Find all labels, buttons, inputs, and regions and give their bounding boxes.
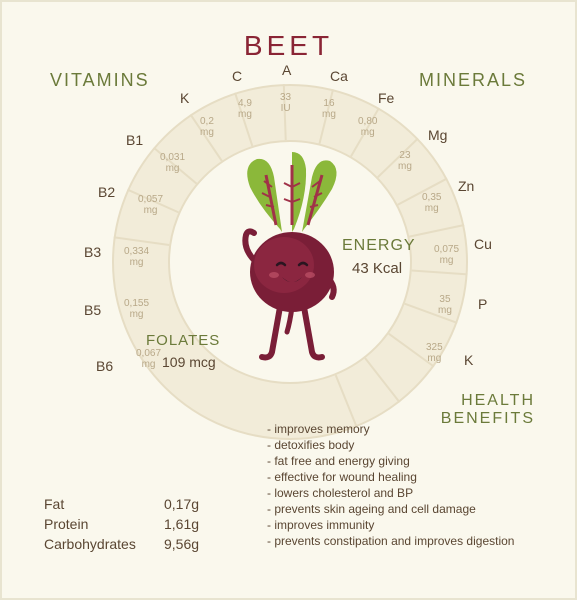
nutrient-label: Ca	[330, 68, 348, 84]
macro-name: Carbohydrates	[44, 536, 164, 552]
minerals-label: MINERALS	[419, 70, 527, 91]
nutrient-amount: 33IU	[280, 92, 291, 114]
nutrient-amount: 16mg	[322, 98, 336, 120]
nutrient-amount: 0,031mg	[160, 152, 185, 174]
nutrient-label: B3	[84, 244, 101, 260]
nutrient-amount: 0,067mg	[136, 348, 161, 370]
nutrient-amount: 0,334mg	[124, 246, 149, 268]
energy-value: 43 Kcal	[352, 260, 402, 277]
benefit-item: - prevents skin ageing and cell damage	[267, 502, 537, 516]
beet-leg-left	[262, 307, 280, 357]
nutrient-label: B2	[98, 184, 115, 200]
macro-row: Fat0,17g	[44, 496, 199, 512]
macro-value: 9,56g	[164, 536, 199, 552]
nutrient-label: B5	[84, 302, 101, 318]
folates-label: FOLATES	[146, 332, 220, 349]
benefit-item: - improves memory	[267, 422, 537, 436]
beet-leg-right	[304, 307, 322, 357]
nutrient-label: P	[478, 296, 487, 312]
macro-name: Fat	[44, 496, 164, 512]
folates-value: 109 mcg	[162, 354, 216, 370]
nutrient-label: K	[180, 90, 189, 106]
nutrient-amount: 4,9mg	[238, 98, 252, 120]
benefits-list: - improves memory - detoxifies body - fat …	[267, 422, 537, 550]
nutrient-label: Fe	[378, 90, 394, 106]
nutrient-amount: 0,155mg	[124, 298, 149, 320]
macro-row: Carbohydrates9,56g	[44, 536, 199, 552]
nutrient-amount: 0,80mg	[358, 116, 377, 138]
nutrient-label: Mg	[428, 127, 447, 143]
nutrient-label: A	[282, 62, 291, 78]
beet-leaves	[247, 152, 336, 232]
benefit-item: - improves immunity	[267, 518, 537, 532]
nutrient-amount: 0,2mg	[200, 116, 214, 138]
nutrient-amount: 0,35mg	[422, 192, 441, 214]
macros-table: Fat0,17gProtein1,61gCarbohydrates9,56g	[44, 496, 199, 556]
nutrient-amount: 0,075mg	[434, 244, 459, 266]
nutrient-label: Cu	[474, 236, 492, 252]
macro-name: Protein	[44, 516, 164, 532]
nutrient-label: B6	[96, 358, 113, 374]
nutrient-amount: 325mg	[426, 342, 443, 364]
energy-label: ENERGY	[342, 237, 416, 255]
nutrient-label: B1	[126, 132, 143, 148]
nutrient-label: Zn	[458, 178, 474, 194]
macro-value: 0,17g	[164, 496, 199, 512]
title: BEET	[244, 30, 333, 62]
macro-value: 1,61g	[164, 516, 199, 532]
benefit-item: - fat free and energy giving	[267, 454, 537, 468]
nutrient-amount: 23mg	[398, 150, 412, 172]
benefit-item: - prevents constipation and improves dig…	[267, 534, 537, 548]
benefit-item: - lowers cholesterol and BP	[267, 486, 537, 500]
macro-row: Protein1,61g	[44, 516, 199, 532]
benefit-item: - detoxifies body	[267, 438, 537, 452]
benefit-item: - effective for wound healing	[267, 470, 537, 484]
nutrient-amount: 35mg	[438, 294, 452, 316]
nutrient-amount: 0,057mg	[138, 194, 163, 216]
vitamins-label: VITAMINS	[50, 70, 150, 91]
beet-character	[232, 147, 352, 387]
nutrient-label: K	[464, 352, 473, 368]
nutrient-label: C	[232, 68, 242, 84]
